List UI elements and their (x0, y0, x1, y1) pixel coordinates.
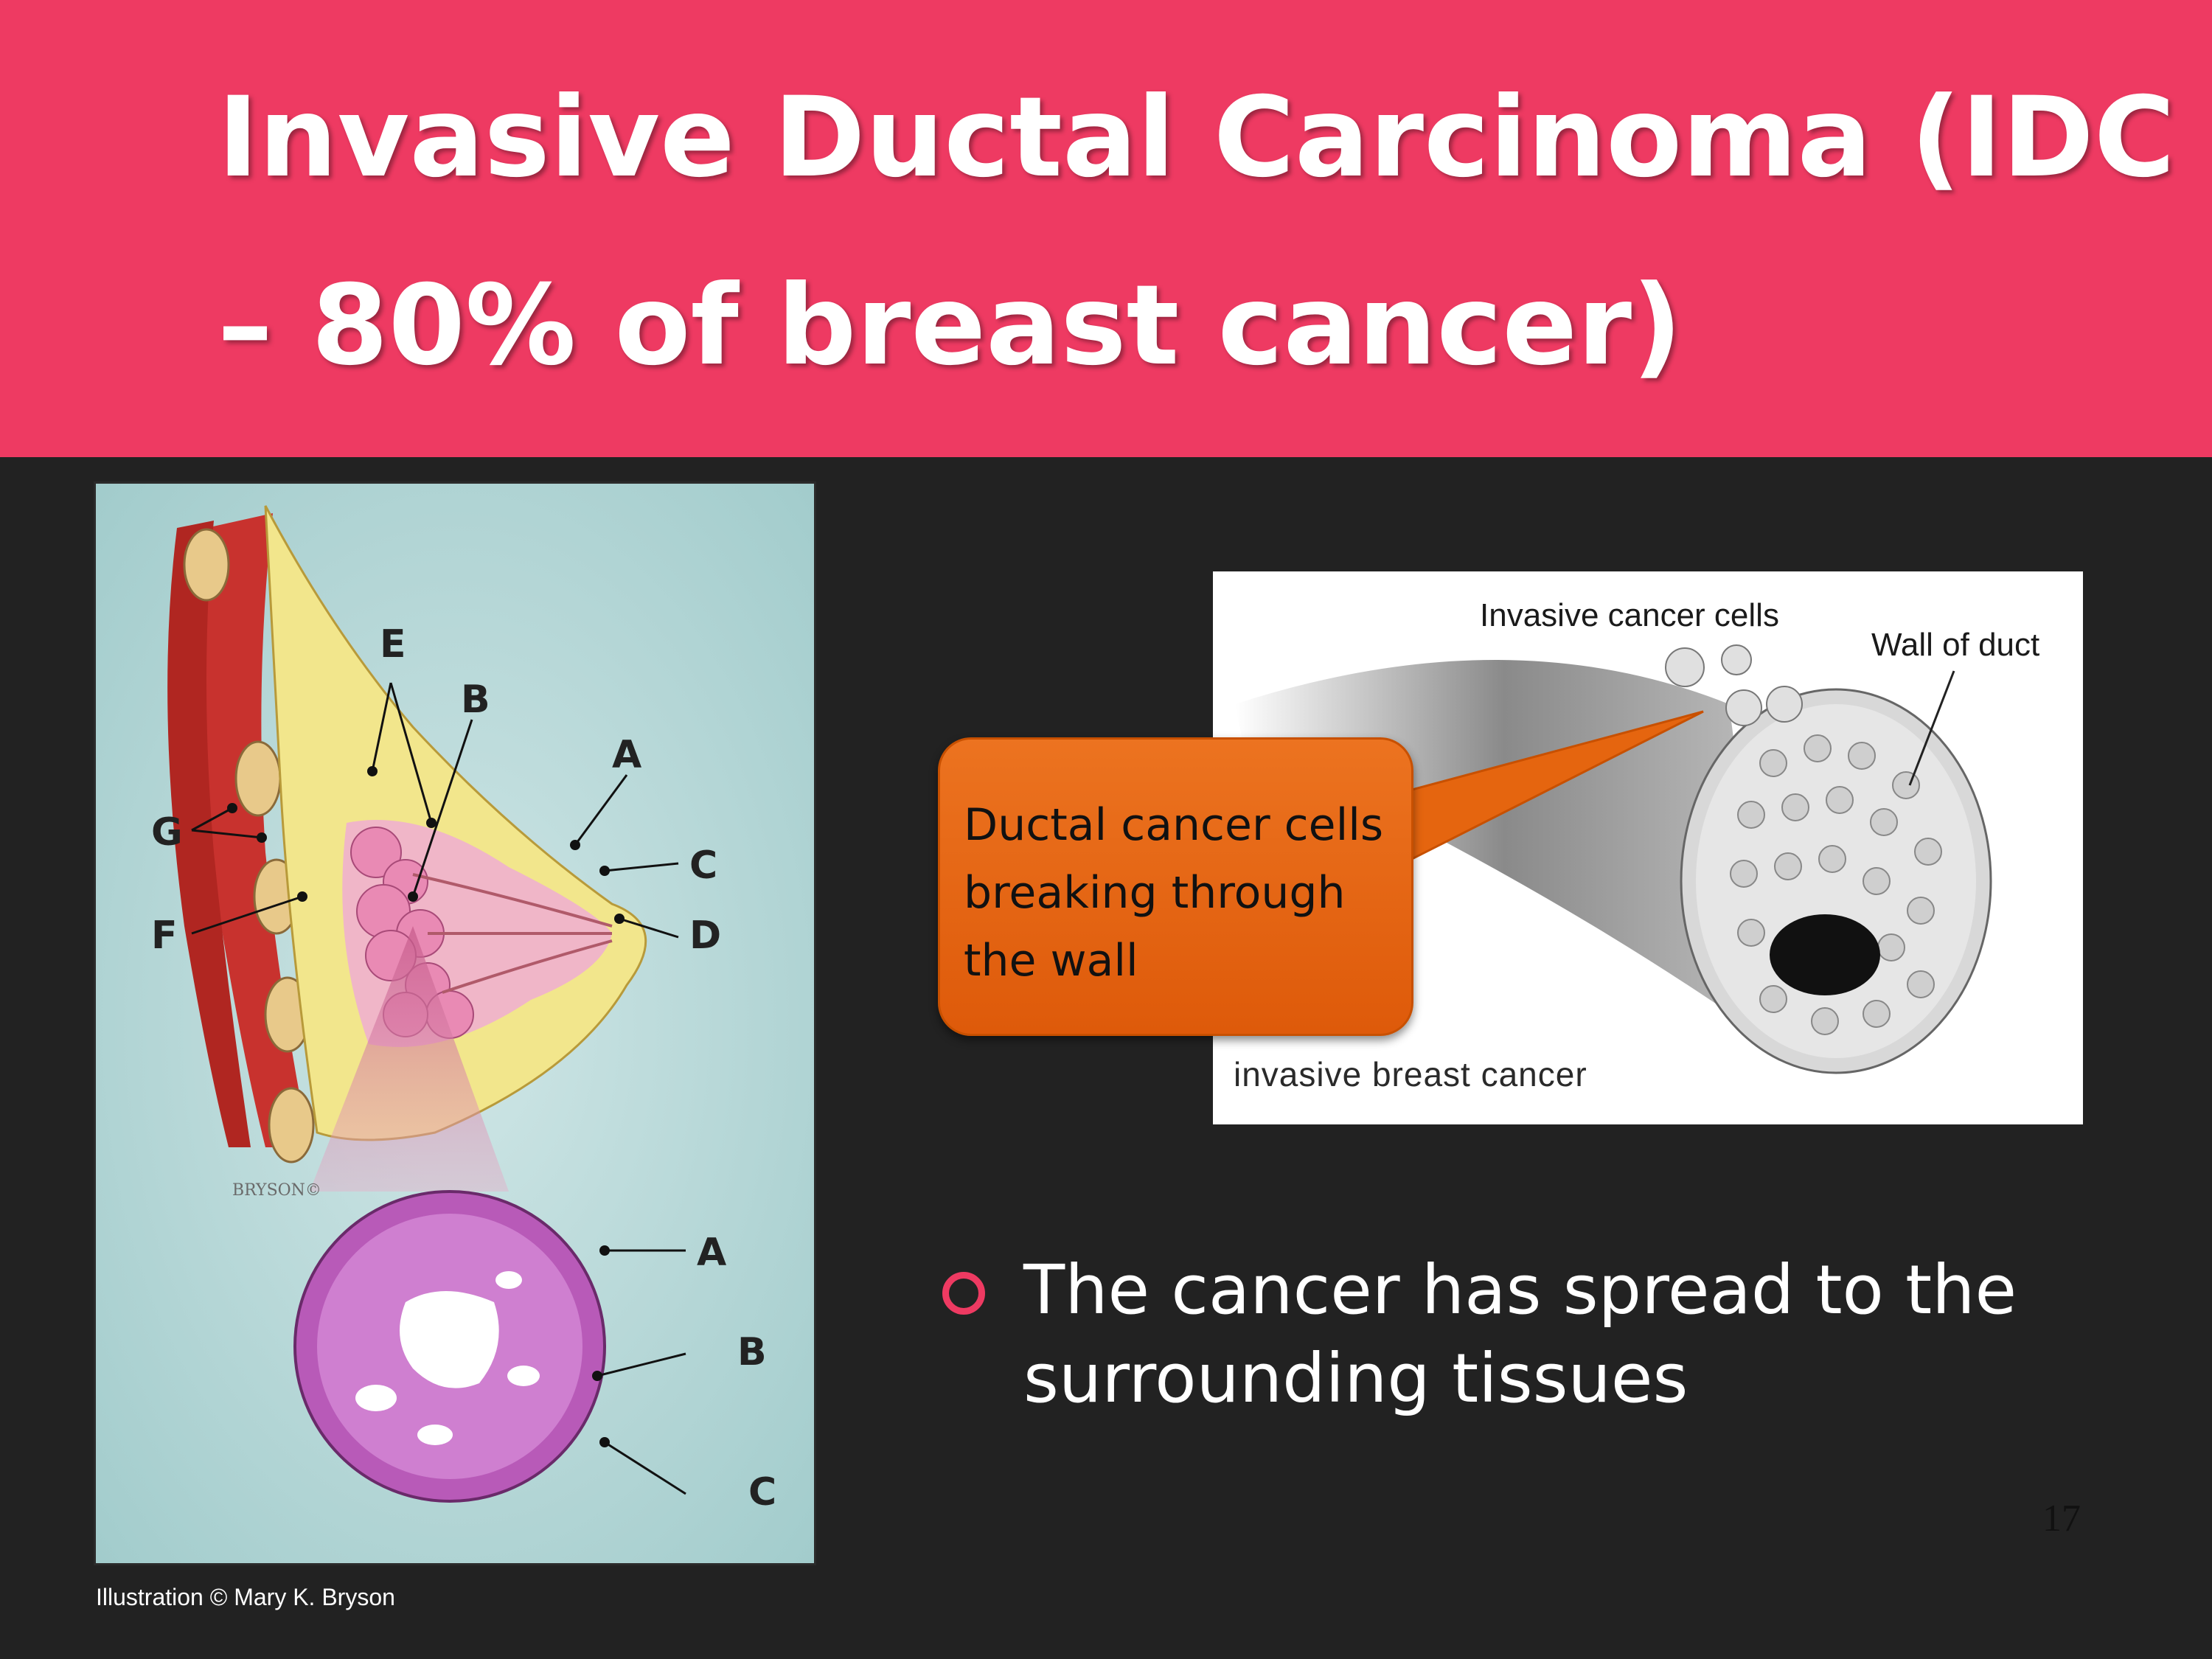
bryson-signature: BRYSON© (232, 1181, 321, 1200)
breast-anatomy-drawing: E B A G C F D A B C BRYSON© (96, 484, 814, 1563)
title-line-1: Invasive Ductal Carcinoma (IDC (218, 74, 2175, 202)
label-a-zoom: A (697, 1231, 726, 1275)
bullet-circle-icon (942, 1272, 985, 1315)
label-wall-of-duct: Wall of duct (1871, 627, 2040, 663)
label-c: C (689, 844, 717, 888)
label-d: D (689, 914, 721, 958)
callout-text: Ductal cancer cells breaking through the… (964, 799, 1384, 987)
page-number: 17 (2042, 1498, 2081, 1540)
label-g: G (151, 810, 183, 855)
breast-anatomy-illustration: E B A G C F D A B C BRYSON© (94, 481, 816, 1565)
slide-title: Invasive Ductal Carcinoma (IDC – 80% of … (218, 44, 2175, 420)
label-b: B (461, 678, 490, 722)
label-f: F (151, 914, 178, 958)
title-line-2: – 80% of breast cancer) (218, 262, 1683, 390)
label-a: A (612, 733, 641, 777)
label-invasive-cancer-cells: Invasive cancer cells (1480, 597, 1779, 633)
label-e: E (380, 622, 406, 667)
bullet-text: The cancer has spread to the surrounding… (1023, 1251, 2017, 1418)
header-banner: Invasive Ductal Carcinoma (IDC – 80% of … (0, 0, 2212, 457)
callout-box: Ductal cancer cells breaking through the… (938, 737, 1413, 1036)
label-c-zoom: C (748, 1470, 776, 1514)
label-invasive-breast-cancer: invasive breast cancer (1234, 1055, 1587, 1093)
illustration-credit: Illustration © Mary K. Bryson (96, 1584, 395, 1610)
label-b-zoom: B (737, 1330, 767, 1374)
